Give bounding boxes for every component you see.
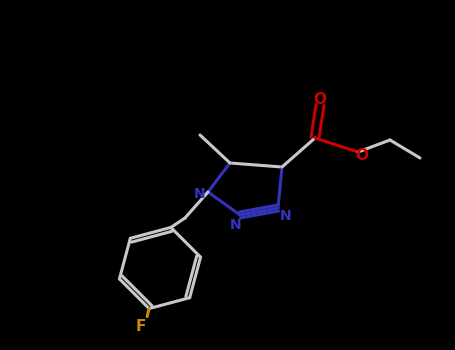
Text: N: N [230,218,242,232]
Text: O: O [313,92,327,107]
Text: N: N [280,209,292,223]
Text: F: F [136,319,147,334]
Text: N: N [194,187,206,201]
Text: O: O [355,147,369,162]
